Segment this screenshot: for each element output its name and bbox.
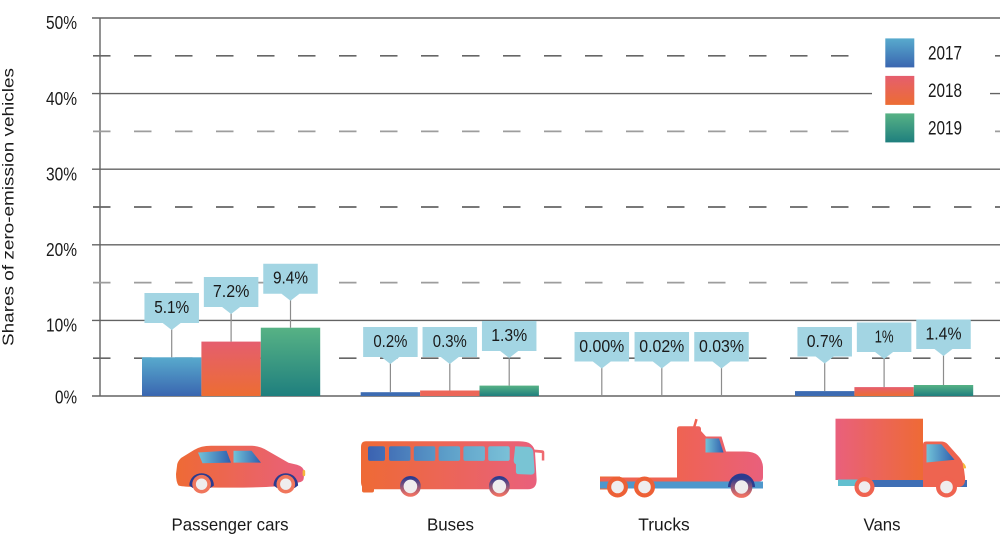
svg-text:40%: 40% (46, 89, 77, 109)
svg-text:0.3%: 0.3% (433, 331, 467, 351)
svg-text:0.03%: 0.03% (699, 336, 744, 356)
svg-text:Shares of zero-emission vehicl: Shares of zero-emission vehicles (1, 68, 18, 346)
svg-text:5.1%: 5.1% (154, 297, 189, 317)
svg-text:9.4%: 9.4% (273, 268, 308, 288)
svg-text:1.4%: 1.4% (926, 323, 962, 343)
svg-text:50%: 50% (46, 13, 77, 33)
svg-text:Buses: Buses (427, 515, 474, 535)
svg-text:1%: 1% (875, 326, 894, 346)
svg-text:0%: 0% (55, 388, 77, 408)
svg-text:10%: 10% (46, 316, 77, 336)
svg-text:2019: 2019 (928, 119, 962, 140)
svg-text:Trucks: Trucks (638, 515, 690, 535)
svg-text:2017: 2017 (928, 44, 962, 65)
svg-text:0.00%: 0.00% (579, 336, 624, 356)
svg-text:20%: 20% (46, 240, 77, 260)
svg-text:7.2%: 7.2% (213, 281, 250, 301)
svg-text:1.3%: 1.3% (491, 325, 527, 345)
svg-text:2018: 2018 (928, 81, 962, 102)
svg-text:Vans: Vans (864, 515, 901, 535)
svg-text:30%: 30% (46, 164, 77, 184)
svg-text:Passenger cars: Passenger cars (172, 515, 289, 535)
svg-text:0.02%: 0.02% (639, 336, 684, 356)
svg-text:0.2%: 0.2% (373, 331, 407, 351)
svg-text:0.7%: 0.7% (807, 331, 843, 351)
